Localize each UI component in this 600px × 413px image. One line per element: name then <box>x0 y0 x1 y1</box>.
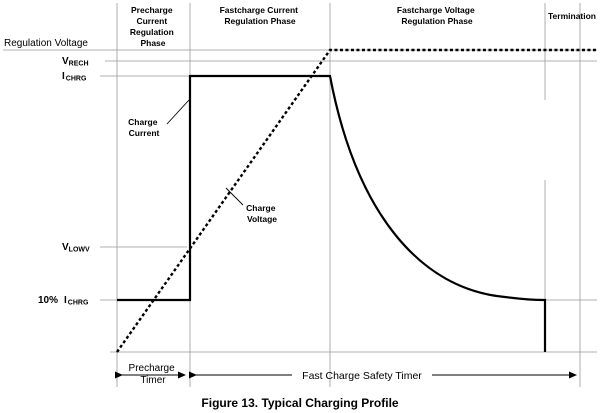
phase-dividers <box>116 3 581 387</box>
charge-current-leader <box>166 99 190 125</box>
charge-voltage-annotation: Charge Voltage <box>246 203 278 224</box>
fastcharge-voltage-phase-label: Fastcharge Voltage Regulation Phase <box>397 5 477 26</box>
y-axis-labels: Regulation Voltage VRECH ICHRG VLOWV 10%… <box>4 38 90 307</box>
vlowv-label: VLOWV <box>62 242 90 254</box>
annotation-leaders <box>166 99 244 206</box>
fastcharge-current-phase-label: Fastcharge Current Regulation Phase <box>220 5 301 26</box>
charge-voltage-leader <box>225 187 244 206</box>
phase-headers: Precharge Current Regulation Phase Fastc… <box>130 5 596 48</box>
precharge-timer-label: Precharge Timer <box>129 363 178 386</box>
reference-lines <box>3 49 597 301</box>
figure-caption: Figure 13. Typical Charging Profile <box>201 396 398 410</box>
fast-charge-timer-label: Fast Charge Safety Timer <box>302 370 422 382</box>
charge-current-annotation: Charge Current <box>128 117 160 138</box>
charge-voltage-curve <box>116 48 597 353</box>
precharge-phase-label: Precharge Current Regulation Phase <box>130 5 176 48</box>
ichrg-label: ICHRG <box>62 71 87 83</box>
vrech-label: VRECH <box>62 56 89 68</box>
regulation-voltage-label: Regulation Voltage <box>4 38 88 49</box>
termination-phase-label: Termination <box>548 11 596 21</box>
ten-percent-ichrg-label: 10% ICHRG <box>38 295 89 307</box>
charge-current-curve <box>117 74 547 352</box>
